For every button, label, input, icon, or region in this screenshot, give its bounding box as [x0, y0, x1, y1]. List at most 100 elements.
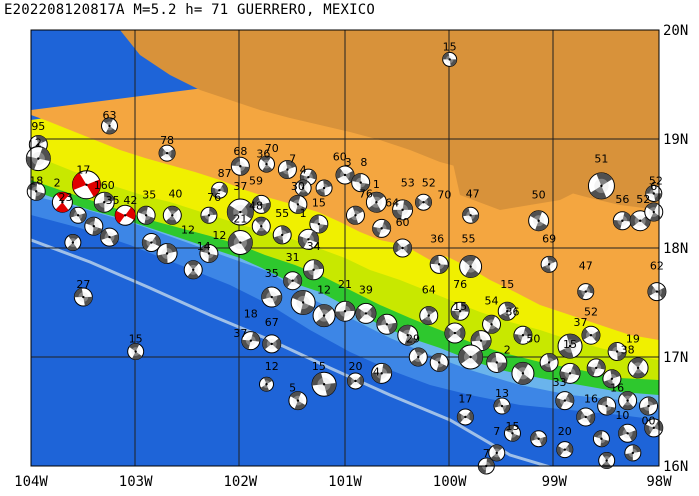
focal-mechanism — [84, 216, 104, 236]
focal-mechanism — [462, 206, 480, 224]
beachball-quadrant — [656, 287, 666, 299]
beachball-quadrant — [570, 364, 581, 376]
beachball-center — [85, 183, 88, 186]
beachball-center — [453, 331, 457, 335]
beachball-quadrant — [646, 203, 658, 213]
beachball-center — [652, 192, 655, 195]
x-tick-label: 98W — [646, 474, 672, 490]
beachball-quadrant — [294, 400, 306, 410]
focal-mechanism — [586, 358, 606, 378]
beachball-quadrant — [290, 391, 302, 401]
beachball-quadrant — [260, 156, 271, 165]
beachball-quadrant — [421, 315, 433, 325]
beachball-center — [584, 290, 587, 293]
focal-mechanism — [644, 202, 664, 222]
beachball-center — [385, 323, 389, 326]
beachball-quadrant — [585, 284, 594, 294]
event-depth-label: 50 — [532, 189, 546, 202]
beachball-center — [260, 225, 263, 228]
focal-mechanism — [200, 206, 218, 224]
beachball-center — [375, 201, 378, 204]
beachball-quadrant — [464, 266, 480, 278]
beachball-quadrant — [624, 452, 633, 461]
beachball-quadrant — [355, 307, 366, 321]
event-depth-label: 55 — [462, 232, 476, 245]
focal-mechanism — [497, 301, 517, 321]
focal-mechanism — [592, 430, 610, 448]
beachball-quadrant — [465, 411, 474, 422]
focal-mechanism — [528, 210, 550, 232]
event-depth-label: 35 — [106, 194, 120, 207]
focal-mechanism — [101, 117, 118, 135]
event-depth-label: 64 — [385, 196, 399, 209]
event-depth-label: 31 — [286, 251, 300, 264]
beachball-center — [150, 241, 153, 244]
beachball-center — [165, 151, 169, 155]
beachball-quadrant — [250, 331, 260, 342]
beachball-center — [448, 58, 451, 61]
focal-mechanism — [618, 391, 638, 411]
focal-mechanism — [210, 181, 228, 199]
beachball-quadrant — [159, 147, 168, 158]
event-depth-label: 21 — [233, 213, 247, 226]
beachball-center — [61, 201, 64, 204]
beachball-quadrant — [601, 460, 612, 469]
beachball-quadrant — [78, 212, 87, 223]
beachball-center — [600, 184, 603, 188]
beachball-center — [615, 350, 619, 353]
beachball-center — [108, 235, 111, 239]
focal-mechanism — [73, 287, 93, 307]
beachball-quadrant — [142, 238, 152, 251]
beachball-quadrant — [478, 466, 487, 474]
focal-mechanism — [639, 396, 659, 416]
beachball-quadrant — [581, 328, 591, 340]
focal-mechanism — [25, 146, 51, 172]
focal-mechanism — [470, 330, 492, 352]
event-depth-label: 15 — [312, 360, 326, 373]
beachball-quadrant — [398, 325, 412, 336]
beachball-center — [626, 432, 629, 435]
beachball-center — [92, 225, 96, 228]
focal-mechanism — [311, 371, 337, 397]
event-depth-label: 39 — [359, 284, 373, 297]
x-tick-label: 103W — [119, 474, 153, 490]
beachball-quadrant — [240, 237, 253, 253]
beachball-quadrant — [132, 351, 143, 360]
event-depth-label: 12 — [317, 284, 331, 297]
event-depth-label: 54 — [485, 294, 499, 307]
beachball-center — [521, 334, 525, 337]
event-depth-label: 60 — [396, 216, 410, 229]
beachball-quadrant — [292, 273, 302, 286]
beachball-quadrant — [566, 334, 581, 347]
focal-mechanism — [141, 233, 161, 253]
beachball-center — [621, 219, 624, 222]
beachball-quadrant — [360, 182, 370, 192]
event-depth-label: 51 — [594, 153, 608, 166]
beachball-quadrant — [442, 52, 450, 60]
beachball-quadrant — [547, 256, 557, 265]
focal-mechanism — [456, 408, 474, 426]
beachball-center — [506, 310, 509, 313]
beachball-center — [469, 355, 472, 359]
focal-mechanism — [511, 361, 535, 385]
focal-mechanism — [493, 397, 511, 415]
event-depth-label: 37 — [233, 180, 247, 193]
event-depth-label: 67 — [265, 316, 279, 329]
beachball-quadrant — [621, 400, 634, 410]
beachball-quadrant — [67, 242, 78, 251]
beachball-quadrant — [470, 214, 479, 223]
beachball-quadrant — [315, 315, 330, 327]
beachball-center — [364, 312, 368, 315]
focal-mechanism — [647, 282, 667, 302]
beachball-center — [291, 279, 294, 282]
beachball-quadrant — [617, 351, 627, 361]
beachball-quadrant — [355, 375, 364, 386]
focal-mechanism — [393, 238, 413, 258]
beachball-quadrant — [559, 346, 574, 359]
event-depth-label: 23 — [59, 191, 73, 204]
event-depth-label: 63 — [103, 109, 117, 122]
beachball-quadrant — [300, 302, 315, 315]
focal-mechanism — [156, 242, 178, 264]
beachball-quadrant — [151, 235, 161, 247]
